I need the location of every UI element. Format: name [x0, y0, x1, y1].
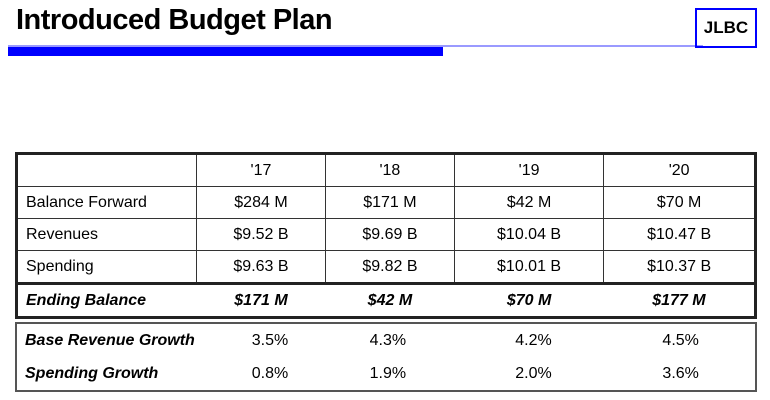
cell: $10.47 B [603, 218, 756, 251]
cell: $70 M [454, 282, 604, 318]
cell: $70 M [603, 186, 756, 219]
row-label: Base Revenue Growth [25, 331, 195, 349]
cell: 3.6% [662, 364, 699, 382]
page-title: Introduced Budget Plan [16, 4, 333, 36]
table-header-row: '17 '18 '19 '20 [16, 153, 756, 187]
row-label: Spending Growth [25, 364, 159, 382]
title-accent-bar [8, 47, 443, 56]
cell: $10.04 B [453, 218, 605, 251]
ending-balance-row: Ending Balance $171 M $42 M $70 M $177 M [16, 282, 756, 318]
jlbc-logo: JLBC [695, 8, 757, 48]
cell: $284 M [196, 186, 326, 219]
growth-table: Base Revenue Growth 3.5% 4.3% 4.2% 4.5% … [15, 322, 757, 392]
row-label: Spending [16, 250, 197, 284]
row-label: Ending Balance [16, 282, 197, 318]
cell: $42 M [453, 186, 605, 219]
cell: $42 M [325, 282, 455, 318]
table-row: Spending Growth 0.8% 1.9% 2.0% 3.6% [16, 357, 756, 391]
cell: $171 M [196, 282, 326, 318]
cell: 4.2% [515, 331, 552, 349]
budget-table: '17 '18 '19 '20 Balance Forward $284 M $… [15, 152, 757, 319]
cell: $9.82 B [324, 250, 455, 284]
cell: 1.9% [369, 364, 407, 382]
column-header: '19 [453, 153, 605, 187]
row-label: Balance Forward [16, 186, 197, 219]
cell: $177 M [603, 282, 756, 318]
table-row: Base Revenue Growth 3.5% 4.3% 4.2% 4.5% [16, 323, 756, 357]
column-header: '17 [196, 153, 326, 187]
cell: $171 M [324, 186, 455, 219]
cell: $9.69 B [324, 218, 455, 251]
table-row: Spending $9.63 B $9.82 B $10.01 B $10.37… [16, 250, 756, 284]
cell: 4.3% [369, 331, 407, 349]
table-row: Revenues $9.52 B $9.69 B $10.04 B $10.47… [16, 218, 756, 251]
row-label: Revenues [16, 218, 197, 251]
cell: $9.63 B [196, 250, 326, 284]
cell: 2.0% [515, 364, 552, 382]
cell: 3.5% [251, 331, 289, 349]
column-header: '20 [603, 153, 756, 187]
cell: 0.8% [251, 364, 289, 382]
cell: 4.5% [662, 331, 699, 349]
title-underline [8, 45, 703, 47]
cell: $10.01 B [453, 250, 605, 284]
column-header: '18 [324, 153, 455, 187]
cell: $9.52 B [196, 218, 326, 251]
cell: $10.37 B [603, 250, 756, 284]
table-row: Balance Forward $284 M $171 M $42 M $70 … [16, 186, 756, 219]
